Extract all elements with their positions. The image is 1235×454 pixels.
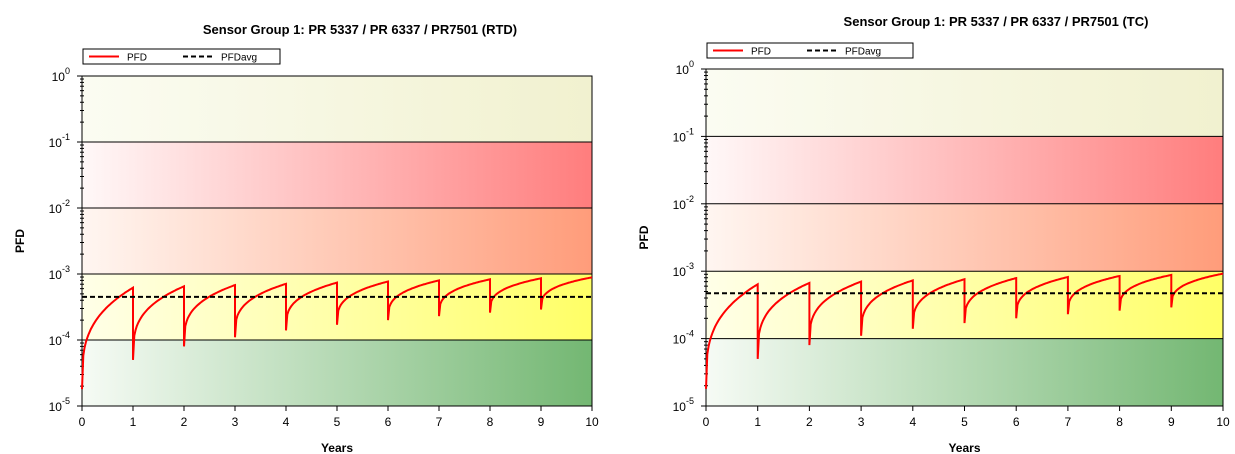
band-1 [706, 136, 1223, 204]
x-tick-label: 10 [1216, 415, 1230, 429]
legend-label: PFDavg [845, 47, 881, 58]
x-axis-label: Years [948, 441, 980, 454]
x-tick-label: 2 [806, 415, 813, 429]
chart-svg: 100 10-1 10-2 10-3 10-4 10-5 0 1 2 3 4 5 6 7 8 9 10 Senso… [13, 22, 599, 454]
y-tick-label: 10-2 [673, 194, 694, 212]
series-pfd-line [705, 272, 1224, 389]
legend-label: PFD [127, 53, 147, 64]
x-tick-label: 4 [283, 415, 290, 429]
series-pfd-line [81, 276, 593, 390]
y-tick-label: 10-3 [673, 261, 694, 279]
band-4 [706, 338, 1223, 406]
band-2 [706, 203, 1223, 272]
x-tick-label: 4 [909, 415, 916, 429]
x-tick-label: 10 [585, 415, 599, 429]
pfd-chart-rtd: 100 10-1 10-2 10-3 10-4 10-5 0 1 2 3 4 5 6 7 8 9 10 Senso… [13, 22, 599, 454]
x-tick-label: 8 [1116, 415, 1123, 429]
x-tick-label: 6 [385, 415, 392, 429]
y-tick-label: 10-2 [49, 198, 70, 216]
band-0 [706, 69, 1223, 137]
y-axis-label: PFD [13, 229, 27, 253]
x-axis-label: Years [321, 441, 353, 454]
legend-label: PFDavg [221, 53, 257, 64]
band-1 [82, 142, 592, 208]
x-tick-label: 9 [538, 415, 545, 429]
y-tick-label: 100 [52, 66, 70, 84]
y-tick-label: 10-4 [673, 329, 694, 347]
chart-title: Sensor Group 1: PR 5337 / PR 6337 / PR75… [844, 14, 1149, 29]
legend-label: PFD [751, 47, 771, 58]
y-tick-label: 10-1 [49, 132, 70, 150]
pfd-chart-tc: 100 10-1 10-2 10-3 10-4 10-5 0 1 2 3 4 5 6 7 8 9 10 Senso… [618, 0, 1235, 454]
band-2 [82, 208, 592, 274]
y-tick-label: 10-4 [49, 330, 70, 348]
x-tick-label: 0 [79, 415, 86, 429]
x-tick-label: 1 [754, 415, 761, 429]
y-axis-label: PFD [637, 225, 651, 249]
chart-svg: 100 10-1 10-2 10-3 10-4 10-5 0 1 2 3 4 5 6 7 8 9 10 Senso… [637, 14, 1230, 454]
x-tick-label: 1 [130, 415, 137, 429]
x-tick-label: 5 [961, 415, 968, 429]
x-tick-label: 2 [181, 415, 188, 429]
x-tick-label: 3 [858, 415, 865, 429]
band-4 [82, 340, 592, 406]
y-tick-label: 10-3 [49, 264, 70, 282]
x-tick-label: 9 [1168, 415, 1175, 429]
y-tick-label: 100 [676, 59, 694, 77]
x-tick-label: 7 [436, 415, 443, 429]
x-tick-label: 7 [1065, 415, 1072, 429]
x-tick-label: 8 [487, 415, 494, 429]
x-tick-label: 0 [703, 415, 710, 429]
y-tick-label: 10-1 [673, 126, 694, 144]
legend-box [82, 48, 281, 65]
chart-title: Sensor Group 1: PR 5337 / PR 6337 / PR75… [203, 22, 517, 37]
y-tick-label: 10-5 [673, 396, 694, 414]
y-tick-label: 10-5 [49, 396, 70, 414]
band-0 [82, 76, 592, 142]
x-tick-label: 5 [334, 415, 341, 429]
x-tick-label: 6 [1013, 415, 1020, 429]
x-tick-label: 3 [232, 415, 239, 429]
